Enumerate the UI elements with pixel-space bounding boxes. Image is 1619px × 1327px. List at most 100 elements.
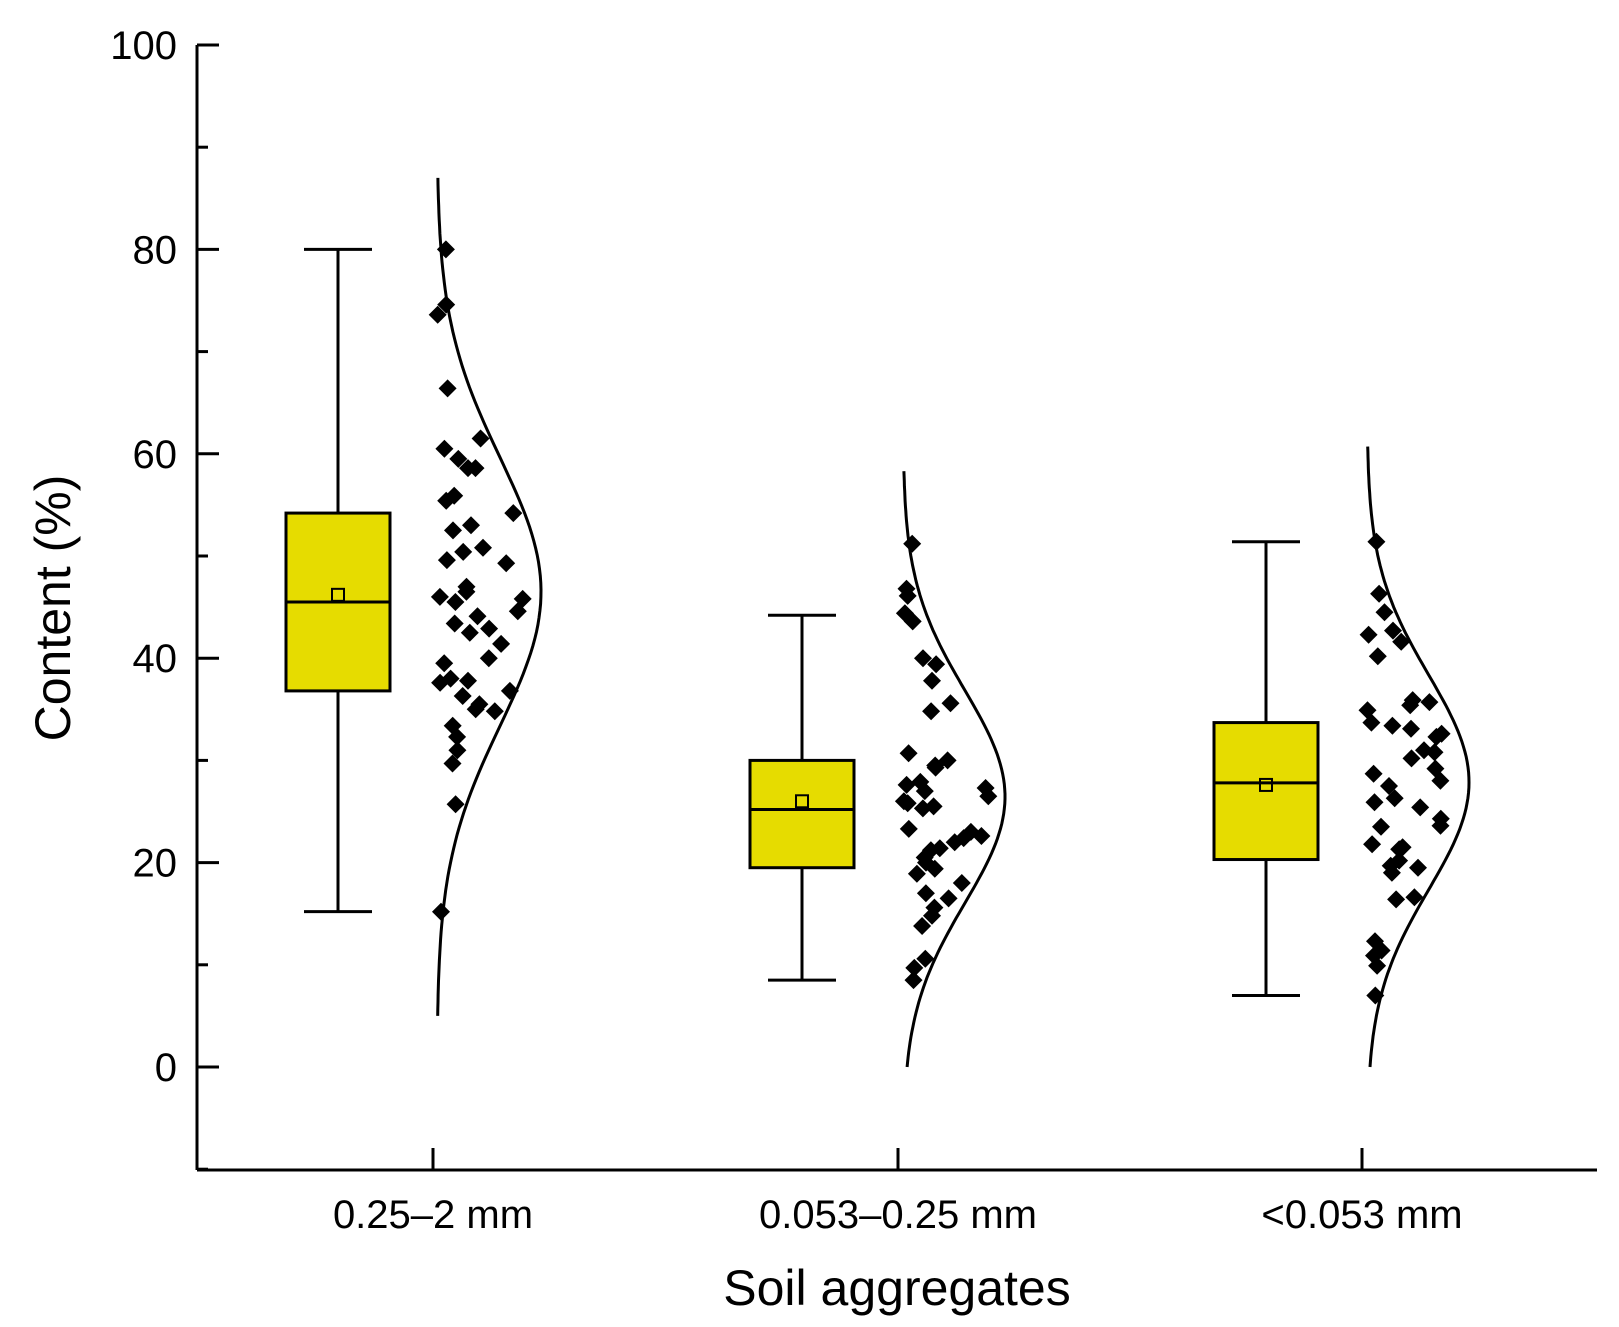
- data-point: [480, 619, 499, 638]
- data-point: [1383, 716, 1402, 735]
- data-point: [1385, 789, 1404, 808]
- data-point: [1392, 632, 1411, 651]
- data-point: [1390, 840, 1409, 859]
- data-point: [428, 305, 447, 324]
- y-tick-label: 0: [155, 1046, 177, 1090]
- data-point: [1370, 584, 1389, 603]
- category-group: [284, 177, 543, 1016]
- data-point: [1411, 798, 1430, 817]
- data-point: [925, 859, 944, 878]
- data-point: [1401, 696, 1420, 715]
- data-point: [913, 799, 932, 818]
- data-point: [1382, 863, 1401, 882]
- data-point: [431, 673, 450, 692]
- data-point: [1368, 956, 1387, 975]
- category-group: [1212, 446, 1471, 1068]
- data-point: [474, 538, 492, 557]
- y-axis-title: Content (%): [25, 475, 81, 742]
- data-point: [927, 655, 946, 674]
- data-point: [1402, 749, 1421, 768]
- data-point: [444, 521, 462, 540]
- x-axis-title: Soil aggregates: [723, 1260, 1070, 1316]
- y-tick-label: 60: [133, 433, 178, 477]
- data-point: [1368, 647, 1387, 666]
- data-point: [1387, 890, 1406, 909]
- data-point: [915, 782, 934, 801]
- data-point: [1431, 771, 1450, 790]
- data-point: [435, 439, 454, 458]
- data-point: [1402, 719, 1420, 738]
- data-point: [459, 671, 477, 690]
- data-point: [446, 593, 465, 611]
- data-point: [1425, 743, 1444, 762]
- data-point: [468, 607, 487, 626]
- data-point: [945, 833, 964, 852]
- data-point: [448, 741, 467, 760]
- mean-marker: [1259, 777, 1273, 792]
- data-point: [466, 700, 485, 719]
- data-point: [1372, 817, 1390, 836]
- category-group: [748, 471, 1007, 1068]
- data-point: [479, 649, 498, 668]
- data-point: [1420, 693, 1439, 712]
- data-point: [471, 429, 490, 448]
- data-point: [435, 654, 454, 673]
- data-point: [508, 602, 527, 621]
- data-point: [432, 902, 450, 921]
- x-tick-label: <0.053 mm: [1261, 1193, 1462, 1237]
- data-point: [914, 649, 932, 668]
- x-tick-label: 0.053–0.25 mm: [759, 1193, 1037, 1237]
- data-point: [497, 554, 516, 573]
- y-tick-label: 40: [133, 637, 178, 681]
- data-point: [453, 687, 472, 705]
- mean-marker: [795, 794, 809, 809]
- data-point: [1375, 603, 1394, 622]
- data-point: [1359, 625, 1378, 644]
- data-point: [926, 758, 945, 777]
- data-point: [898, 586, 917, 605]
- data-point: [436, 240, 455, 259]
- distribution-curve: [436, 177, 543, 1016]
- data-point: [1405, 888, 1424, 907]
- iqr-box: [748, 758, 856, 870]
- data-point: [972, 827, 991, 845]
- data-point: [437, 551, 456, 570]
- y-tick-label: 100: [110, 24, 177, 68]
- data-point: [904, 971, 923, 990]
- data-point: [462, 516, 480, 535]
- data-point: [1363, 835, 1382, 854]
- data-point: [1409, 858, 1427, 877]
- data-point: [899, 819, 918, 838]
- data-point: [916, 949, 935, 968]
- data-point: [437, 491, 456, 510]
- data-point: [1384, 621, 1402, 640]
- x-ticks: 0.25–2 mm 0.053–0.25 mm <0.053 mm: [333, 1148, 1463, 1237]
- data-point: [437, 295, 456, 314]
- distribution-curve: [902, 471, 1007, 1068]
- data-point: [430, 587, 449, 606]
- mean-marker: [331, 587, 345, 602]
- data-point: [913, 917, 932, 935]
- data-point: [457, 582, 476, 601]
- data-point: [939, 889, 958, 908]
- data-point: [903, 534, 922, 553]
- data-point: [916, 884, 935, 903]
- y-ticks: 0 20 40 60 80 100: [110, 24, 219, 1171]
- data-point: [922, 702, 941, 721]
- data-point: [903, 612, 922, 631]
- data-point: [492, 634, 511, 653]
- data-point: [941, 694, 960, 713]
- data-point: [445, 614, 464, 633]
- data-point: [466, 459, 485, 478]
- data-point: [897, 775, 916, 794]
- data-point: [905, 958, 924, 977]
- data-point: [504, 504, 523, 523]
- data-point: [485, 702, 504, 721]
- data-point: [443, 754, 462, 773]
- data-point: [460, 623, 479, 642]
- data-point: [923, 906, 941, 925]
- data-point: [1366, 986, 1385, 1005]
- data-point: [1367, 532, 1386, 551]
- data-point: [454, 542, 473, 561]
